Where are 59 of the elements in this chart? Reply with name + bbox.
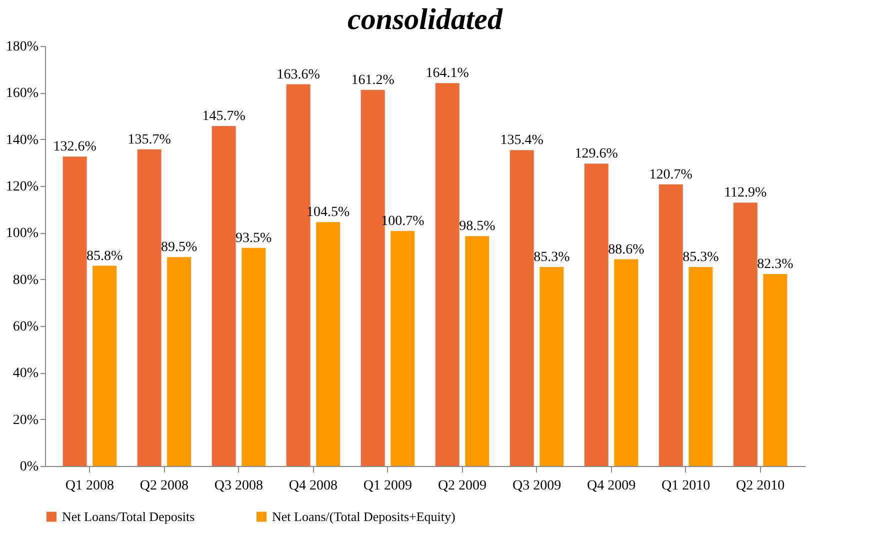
bar	[465, 236, 490, 466]
y-tick-label: 0%	[20, 460, 39, 474]
data-label: 85.8%	[86, 248, 124, 264]
bar	[435, 83, 460, 466]
y-tick-label: 20%	[12, 412, 39, 428]
x-tick-label: Q3 2008	[214, 478, 264, 494]
x-tick-label: Q4 2008	[288, 478, 338, 494]
data-label: 89.5%	[161, 240, 198, 256]
data-label: 120.7%	[649, 167, 693, 182]
data-label: 82.3%	[757, 256, 794, 272]
bar	[658, 184, 683, 466]
bar	[584, 164, 608, 466]
x-tick-label: Q1 2008	[65, 478, 114, 494]
legend-label: Net Loans/(Total Deposits+Equity)	[272, 508, 456, 524]
bar	[212, 126, 236, 466]
x-tick-label: Q2 2010	[736, 478, 785, 494]
bar	[167, 257, 192, 466]
bar	[540, 266, 564, 466]
x-tick-label: Q2 2008	[140, 478, 189, 494]
bar	[510, 150, 534, 466]
y-tick-label: 80%	[12, 272, 39, 288]
y-tick-label: 140%	[6, 132, 39, 148]
data-label: 93.5%	[236, 230, 272, 246]
data-label: 135.7%	[128, 132, 172, 148]
x-tick-label: Q1 2010	[661, 478, 710, 494]
data-label: 85.3%	[534, 250, 570, 265]
data-label: 163.6%	[276, 67, 320, 82]
x-tick-label: Q3 2009	[512, 478, 562, 494]
legend-label: Net Loans/Total Deposits	[62, 508, 195, 524]
x-tick-label: Q2 2009	[438, 478, 487, 494]
bar	[242, 248, 266, 466]
bar	[763, 274, 788, 466]
data-label: 129.6%	[574, 146, 618, 162]
y-tick-label: 100%	[6, 226, 39, 242]
data-label: 161.2%	[351, 72, 395, 88]
y-tick-label: 160%	[6, 86, 39, 102]
data-label: 135.4%	[500, 133, 544, 148]
data-label: 85.3%	[682, 250, 720, 265]
y-tick-label: 40%	[12, 366, 39, 382]
y-tick-label: 180%	[6, 40, 39, 54]
bar	[92, 266, 117, 466]
chart-title: consolidated	[348, 3, 504, 36]
y-tick-label: 60%	[12, 320, 39, 334]
y-tick-label: 120%	[6, 180, 39, 194]
x-tick-label: Q1 2009	[363, 478, 412, 494]
data-label: 88.6%	[608, 242, 645, 258]
bar	[137, 149, 162, 466]
bar	[390, 231, 415, 466]
data-label: 98.5%	[459, 219, 496, 234]
bar	[62, 156, 87, 466]
bar	[688, 266, 713, 466]
bar	[733, 202, 758, 466]
bar	[316, 222, 340, 466]
data-label: 145.7%	[202, 109, 246, 124]
data-label: 132.6%	[53, 140, 97, 155]
x-tick-label: Q4 2009	[586, 478, 636, 494]
data-label: 164.1%	[426, 66, 470, 82]
data-label: 112.9%	[724, 186, 768, 201]
bar	[614, 259, 638, 466]
